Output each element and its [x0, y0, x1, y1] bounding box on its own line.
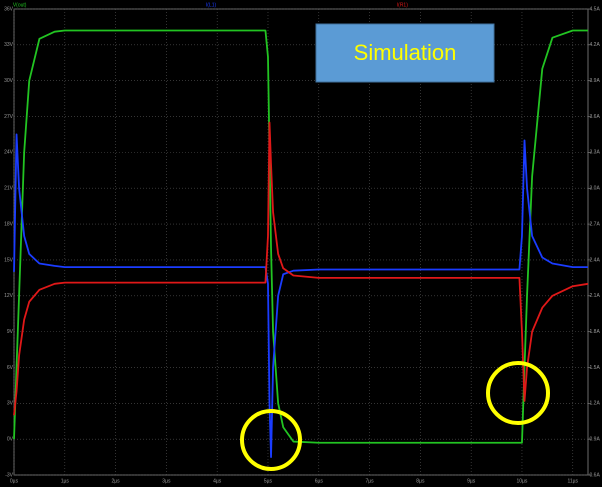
y2-tick-label: 3.9A [590, 78, 601, 84]
y2-tick-label: 3.3A [590, 150, 601, 156]
y-tick-label: 3V [7, 401, 14, 407]
y-tick-label: 0V [7, 436, 14, 442]
x-tick-label: 1µs [61, 478, 70, 484]
y2-tick-label: 4.2A [590, 42, 601, 48]
highlight-circle [240, 409, 302, 471]
y-tick-label: 33V [4, 42, 14, 48]
y-tick-label: 9V [7, 329, 14, 335]
series-line [13, 133, 588, 458]
y2-tick-label: 1.5A [590, 365, 601, 371]
annotation-box [315, 23, 495, 83]
x-tick-label: 3µs [162, 478, 171, 484]
series-line [13, 29, 588, 444]
y-tick-label: 18V [4, 221, 14, 227]
y2-tick-label: 4.5A [590, 6, 601, 12]
x-tick-label: 2µs [112, 478, 121, 484]
y2-tick-label: 1.8A [590, 329, 601, 335]
y-tick-label: 6V [7, 365, 14, 371]
x-tick-label: 11µs [567, 478, 578, 484]
x-tick-label: 6µs [315, 478, 324, 484]
y2-tick-label: 2.4A [590, 257, 601, 263]
x-tick-label: 4µs [213, 478, 222, 484]
y2-tick-label: 2.7A [590, 221, 601, 227]
highlight-circle [486, 361, 550, 425]
y-tick-label: 21V [4, 186, 14, 192]
y-tick-label: -3V [5, 472, 13, 478]
series-line [13, 121, 589, 416]
x-tick-label: 8µs [416, 478, 425, 484]
y2-tick-label: 0.6A [590, 472, 601, 478]
y2-tick-label: 3.6A [590, 114, 601, 120]
y-tick-label: 12V [4, 293, 14, 299]
x-tick-label: 9µs [467, 478, 476, 484]
legend-label: I(R1) [397, 2, 408, 8]
x-tick-label: 7µs [365, 478, 374, 484]
x-tick-label: 10µs [516, 478, 527, 484]
y-tick-label: 15V [4, 257, 14, 263]
y-tick-label: 27V [4, 114, 14, 120]
traces [13, 29, 589, 458]
y2-tick-label: 2.1A [590, 293, 601, 299]
x-tick-label: 5µs [264, 478, 273, 484]
y-tick-label: 30V [4, 78, 14, 84]
y2-tick-label: 1.2A [590, 401, 601, 407]
legend-label: I(L1) [206, 2, 217, 8]
legend-label: V(out) [13, 2, 27, 8]
y2-tick-label: 3.0A [590, 186, 601, 192]
y-tick-label: 24V [4, 150, 14, 156]
y-tick-label: 36V [4, 6, 14, 12]
y2-tick-label: 0.9A [590, 436, 601, 442]
x-tick-label: 0µs [10, 478, 19, 484]
annotation: Simulation [354, 40, 457, 65]
